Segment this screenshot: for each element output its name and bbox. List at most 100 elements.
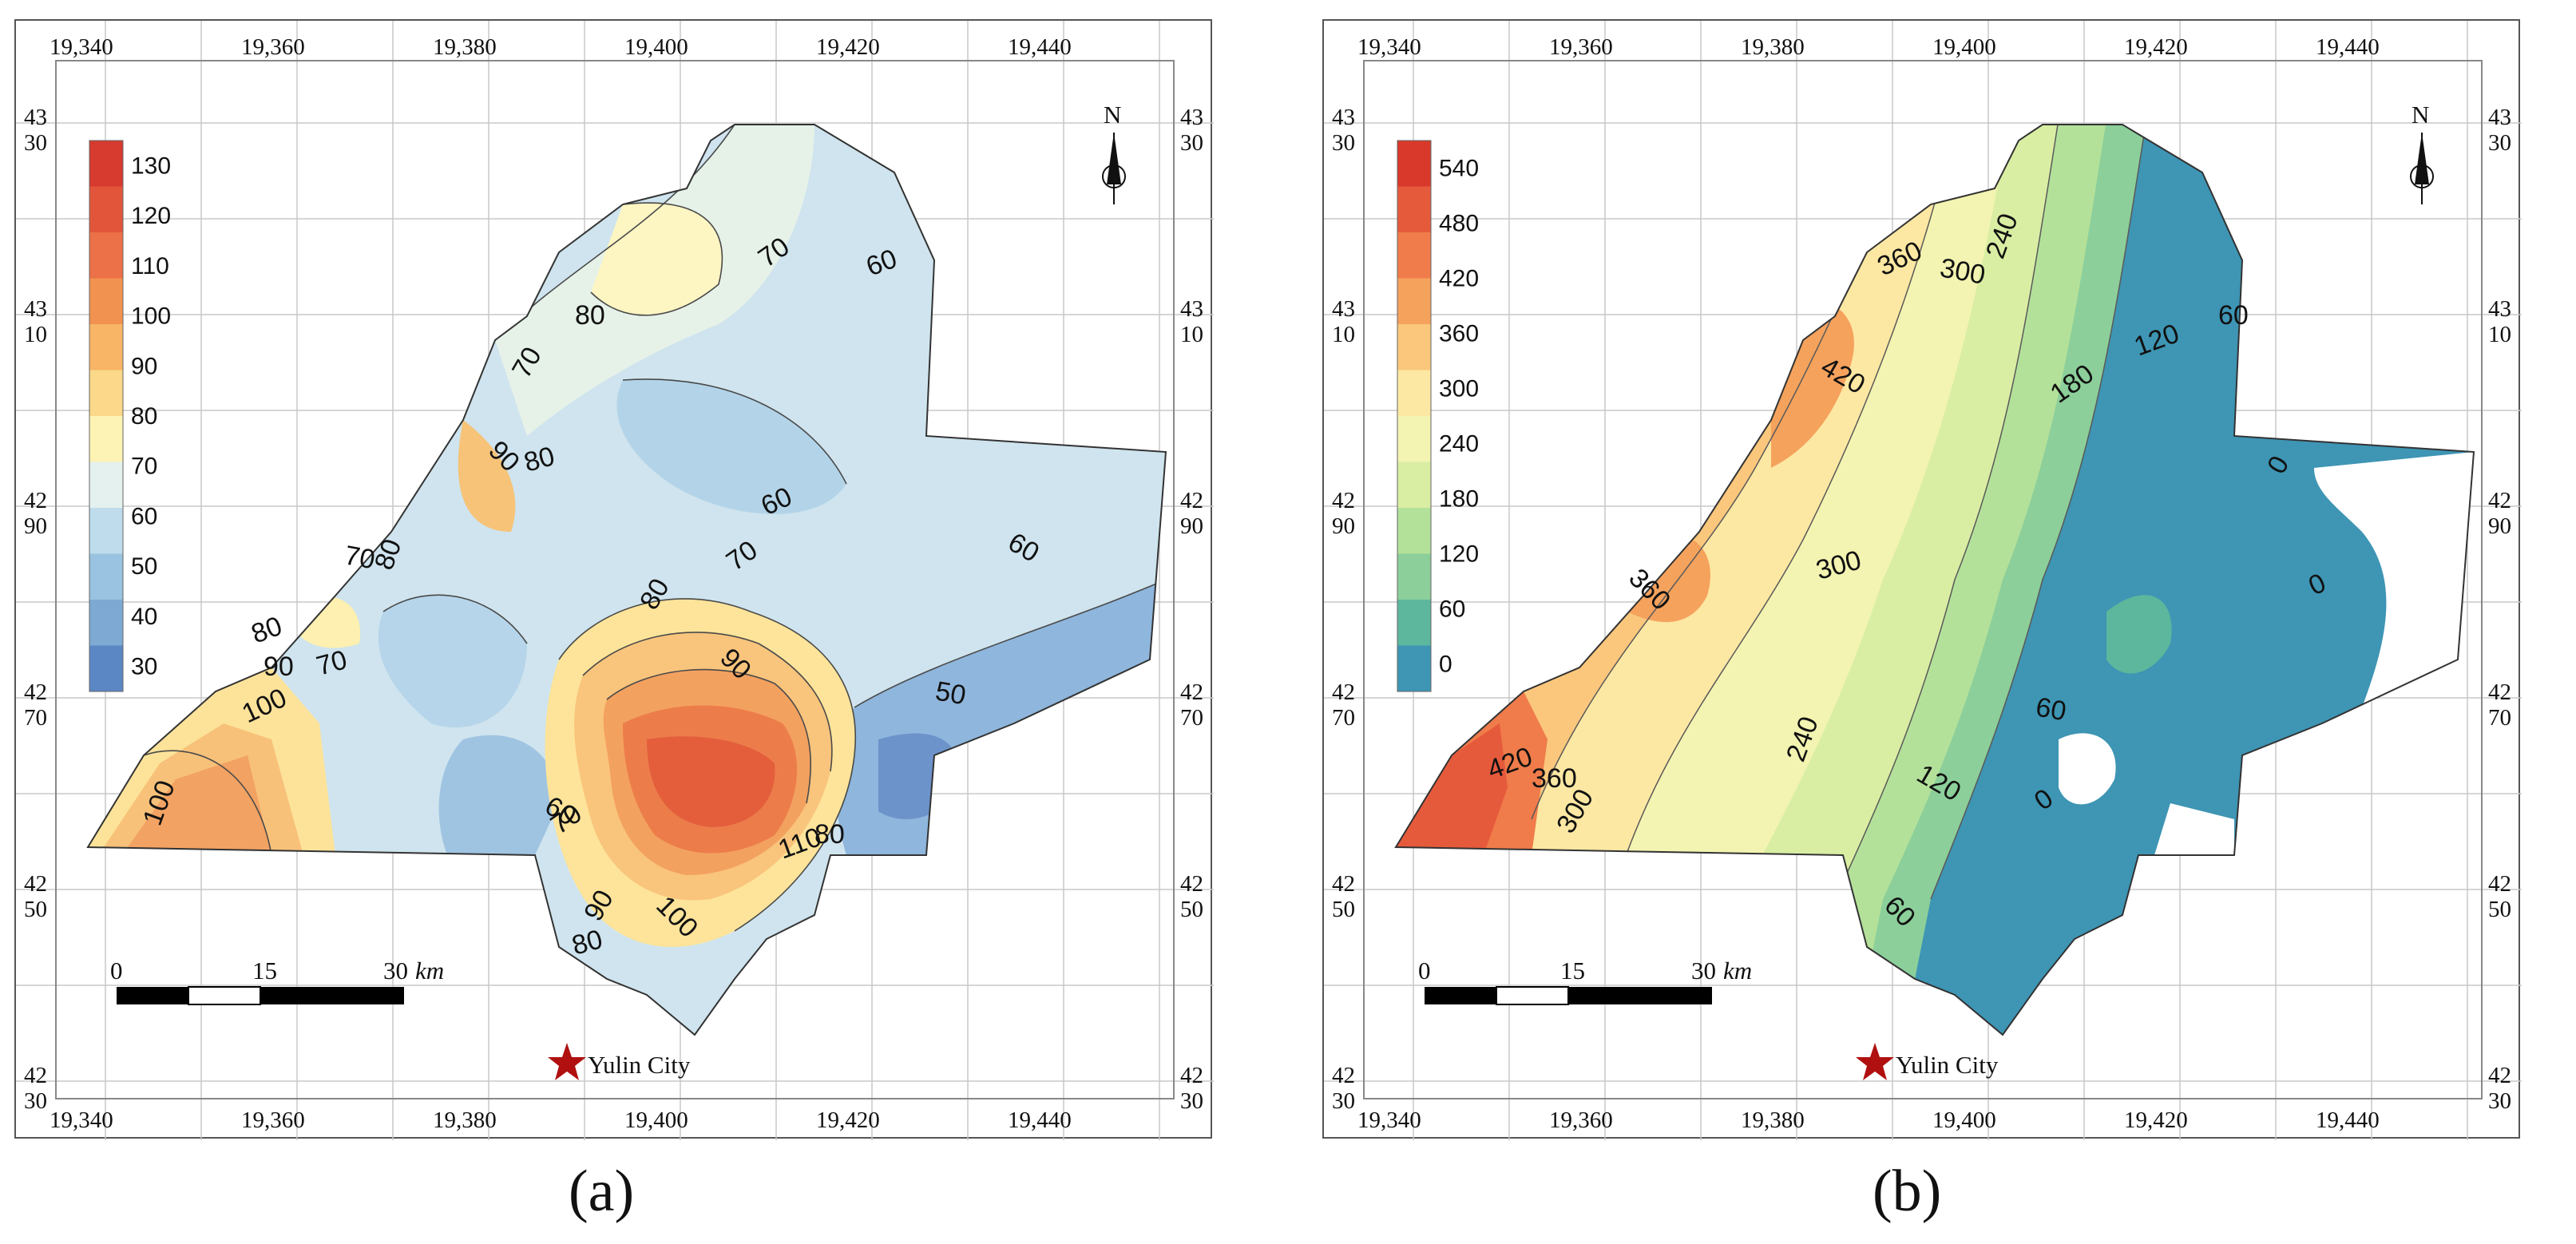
x-tick: 19,420: [2124, 1107, 2188, 1133]
y-tick: 42: [1332, 871, 1355, 897]
city-marker: Yulin City: [548, 1043, 691, 1080]
scale-bar: 0 15 30 km: [1418, 957, 1752, 1005]
x-tick: 19,440: [2316, 1107, 2380, 1133]
x-tick: 19,420: [2124, 34, 2188, 60]
y-tick: 42: [24, 488, 47, 513]
map-frame: [1363, 60, 2483, 1099]
legend-swatch: [1397, 508, 1431, 554]
y-tick: 90: [1332, 513, 1355, 539]
scale-unit: km: [1723, 957, 1752, 985]
x-tick: 19,420: [816, 1107, 880, 1133]
legend-label: 0: [1439, 652, 1452, 678]
y-tick: 43: [1332, 296, 1355, 322]
y-tick: 42: [1180, 871, 1203, 897]
y-tick: 30: [1332, 1088, 1355, 1114]
legend-swatch: [89, 462, 123, 509]
legend-label: 130: [131, 153, 171, 179]
legend-swatch: [1397, 600, 1431, 646]
x-ticks-top: 19,340 19,360 19,380 19,400 19,420 19,44…: [50, 34, 1072, 60]
x-tick: 19,440: [1008, 1107, 1072, 1133]
contour-label: 360: [1532, 763, 1577, 794]
legend-swatch: [1397, 370, 1431, 417]
y-ticks-left: 43 30 43 10 42 90 42 70 42 50 42 30: [1332, 105, 1355, 1114]
y-tick: 50: [1332, 897, 1355, 922]
y-tick: 70: [24, 705, 47, 731]
x-tick: 19,380: [1741, 1107, 1805, 1133]
contour-label: 50: [933, 675, 969, 711]
contour-label: 80: [814, 819, 845, 850]
star-icon: [1856, 1043, 1894, 1080]
y-tick: 42: [1180, 488, 1203, 513]
legend-label: 480: [1439, 211, 1479, 237]
legend-label: 420: [1439, 266, 1479, 292]
scale-bar: 0 15 30 km: [110, 957, 444, 1005]
y-tick: 42: [1180, 1063, 1203, 1088]
y-tick: 10: [1180, 322, 1203, 347]
scale-tick-30: 30: [383, 957, 408, 985]
y-tick: 43: [1332, 105, 1355, 130]
map-panel-b: 19,340 19,360 19,380 19,400 19,420 19,44…: [1322, 19, 2522, 1140]
x-tick: 19,360: [1549, 1107, 1613, 1133]
x-tick: 19,380: [433, 1107, 497, 1133]
legend-swatch: [89, 508, 123, 554]
y-tick: 70: [2488, 705, 2511, 731]
y-tick: 90: [24, 513, 47, 539]
scale-unit: km: [415, 957, 444, 985]
x-ticks-bottom: 19,340 19,360 19,380 19,400 19,420 19,44…: [50, 1107, 1072, 1133]
y-tick: 42: [24, 871, 47, 897]
y-tick: 42: [1332, 488, 1355, 513]
y-tick: 50: [1180, 897, 1203, 922]
x-tick: 19,340: [1357, 1107, 1421, 1133]
x-tick: 19,440: [2316, 34, 2380, 60]
legend-swatch: [1397, 553, 1431, 600]
x-tick: 19,360: [241, 1107, 305, 1133]
legend-swatch: [1397, 645, 1431, 692]
x-tick: 19,420: [816, 34, 880, 60]
y-tick: 30: [2488, 1088, 2511, 1114]
legend-swatch: [1397, 462, 1431, 509]
y-tick: 43: [1180, 296, 1203, 322]
legend-label: 300: [1439, 376, 1479, 402]
panel-label-b: (b): [1873, 1159, 1942, 1224]
legend-label: 120: [131, 203, 171, 229]
legend-label: 100: [131, 303, 171, 330]
map-b-svg: 19,340 19,360 19,380 19,400 19,420 19,44…: [1324, 21, 2522, 1140]
x-tick: 19,400: [1932, 34, 1996, 60]
y-tick: 90: [1180, 513, 1203, 539]
contour-label: 60: [2218, 300, 2249, 331]
map-a-svg: 19,340 19,360 19,380 19,400 19,420 19,44…: [16, 21, 1214, 1140]
x-ticks-bottom: 19,340 19,360 19,380 19,400 19,420 19,44…: [1357, 1107, 2380, 1133]
map-b-boundary: [1394, 124, 2475, 1036]
scale-tick-15: 15: [252, 957, 277, 985]
y-tick: 30: [1180, 130, 1203, 156]
legend-label: 240: [1439, 431, 1479, 458]
city-label: Yulin City: [588, 1051, 691, 1079]
legend-swatch: [89, 370, 123, 417]
y-tick: 42: [24, 1063, 47, 1088]
y-tick: 30: [2488, 130, 2511, 156]
legend-label: 80: [131, 403, 157, 430]
legend-swatch: [89, 324, 123, 370]
map-a-boundary: [86, 124, 1167, 1036]
contour-label: 60: [2034, 691, 2069, 727]
legend-swatch: [89, 278, 123, 325]
y-tick: 42: [2488, 871, 2511, 897]
scale-tick-0: 0: [110, 957, 123, 985]
star-icon: [548, 1043, 586, 1080]
y-tick: 43: [24, 296, 47, 322]
x-tick: 19,380: [1741, 34, 1805, 60]
legend-swatch: [89, 141, 123, 187]
legend-swatch: [89, 553, 123, 600]
y-tick: 30: [24, 130, 47, 156]
y-ticks-right: 43 30 43 10 42 90 42 70 42 50 42 30: [2488, 105, 2511, 1114]
y-ticks-right: 43 30 43 10 42 90 42 70 42 50 42 30: [1180, 105, 1203, 1114]
map-frame: [55, 60, 1175, 1099]
y-ticks-left: 43 30 43 10 42 90 42 70 42 50 42 30: [24, 105, 47, 1114]
x-tick: 19,340: [50, 1107, 113, 1133]
color-legend-b: 540 480 420 360 300 240 180 120 60 0: [1397, 140, 1479, 692]
city-marker: Yulin City: [1856, 1043, 1999, 1080]
legend-swatch: [1397, 186, 1431, 233]
x-tick: 19,340: [50, 34, 113, 60]
legend-label: 540: [1439, 156, 1479, 182]
y-tick: 42: [2488, 1063, 2511, 1088]
